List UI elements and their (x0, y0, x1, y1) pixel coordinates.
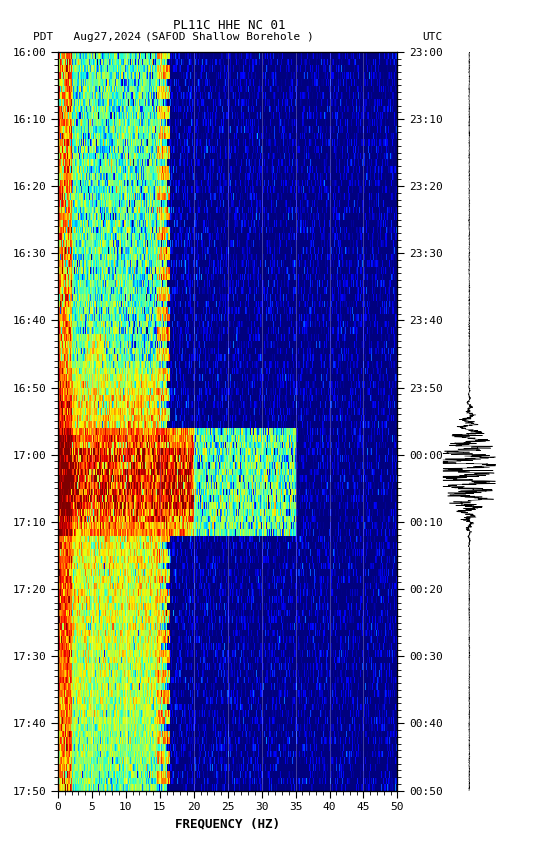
Text: PDT   Aug27,2024: PDT Aug27,2024 (33, 32, 141, 42)
Text: PL11C HHE NC 01: PL11C HHE NC 01 (173, 19, 285, 32)
Text: (SAFOD Shallow Borehole ): (SAFOD Shallow Borehole ) (145, 32, 314, 42)
Text: UTC: UTC (422, 32, 443, 42)
X-axis label: FREQUENCY (HZ): FREQUENCY (HZ) (175, 818, 280, 831)
